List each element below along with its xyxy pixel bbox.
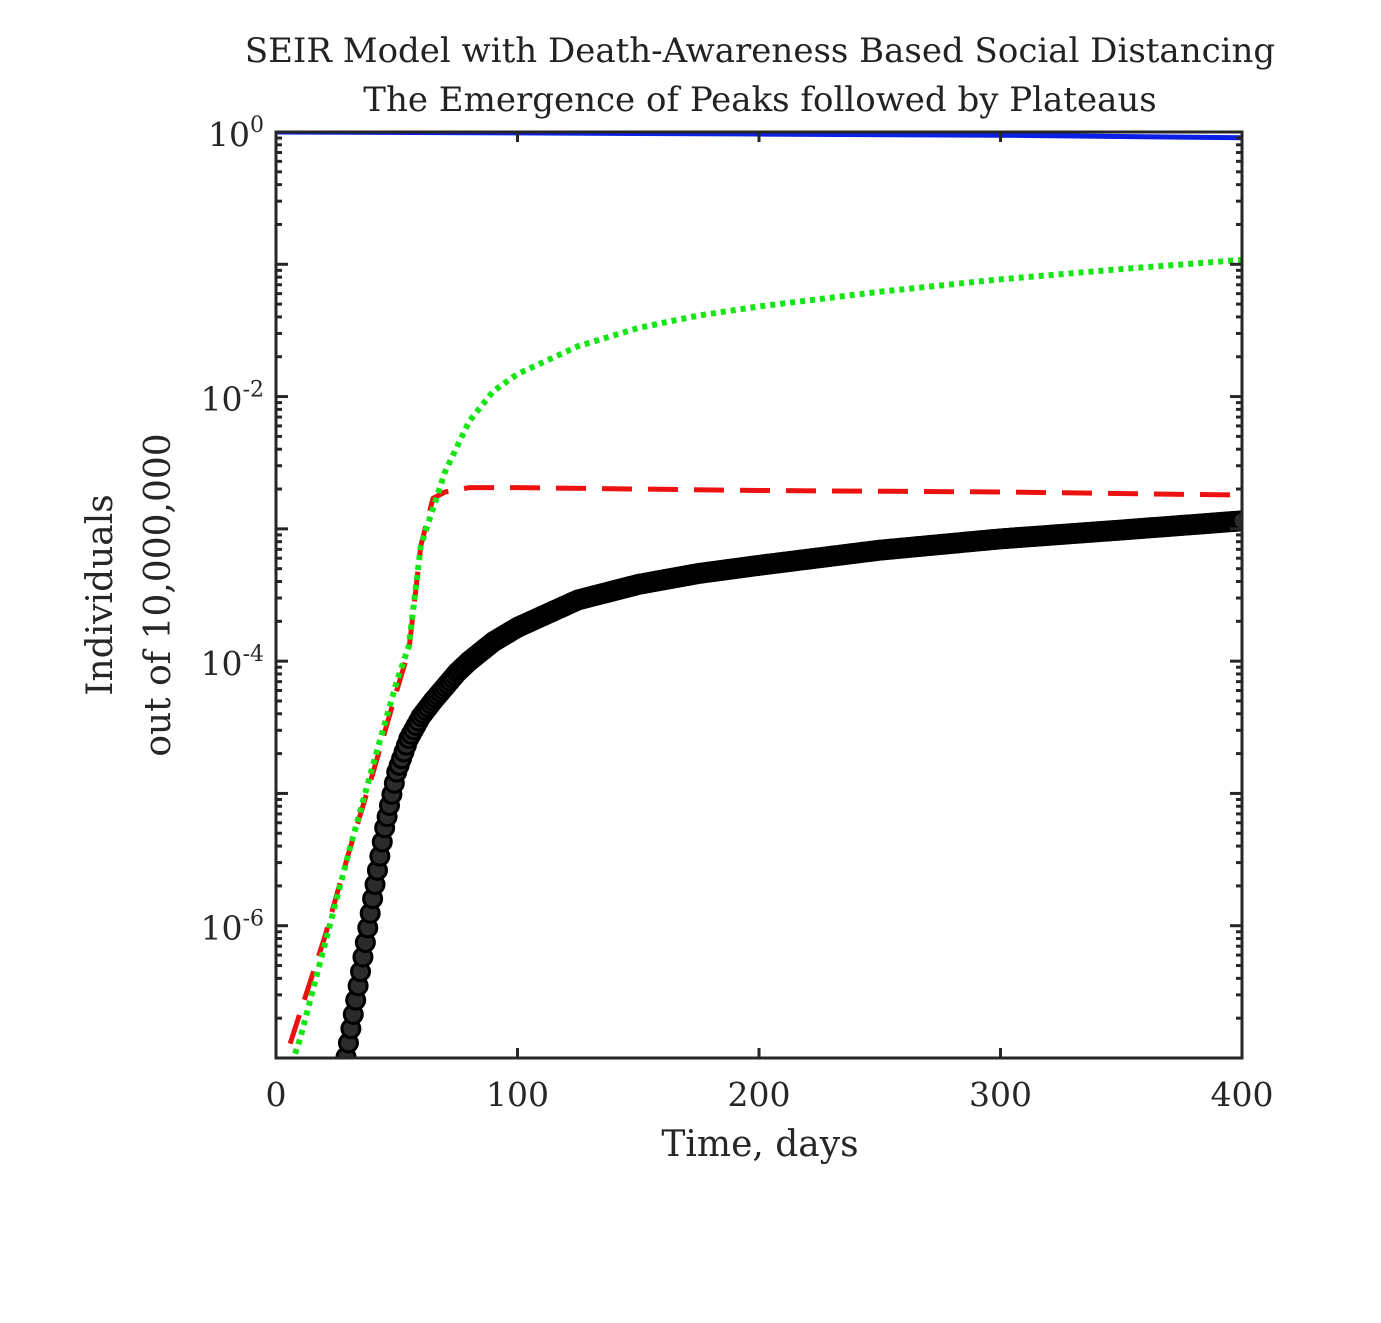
x-tick-label: 200 — [728, 1075, 791, 1114]
y-axis-label-line-2: out of 10,000,000 — [138, 433, 179, 756]
y-tick-base: 10 — [201, 644, 243, 683]
series-layer — [276, 132, 1242, 1080]
plot-frame — [274, 130, 1244, 1060]
chart-title: SEIR Model with Death-Awareness Based So… — [245, 31, 1275, 71]
y-tick-label: 100 — [208, 113, 264, 154]
y-tick-exponent: -2 — [243, 378, 264, 403]
x-axis-label: Time, days — [661, 1124, 858, 1165]
x-tick-label: 400 — [1211, 1075, 1274, 1114]
y-tick-label: 10-4 — [201, 642, 264, 683]
series-3-marker — [335, 1062, 353, 1080]
series-3-marker — [1231, 510, 1242, 532]
plot-area — [276, 132, 1242, 1058]
x-tick-label: 300 — [969, 1075, 1032, 1114]
y-tick-base: 10 — [208, 115, 250, 154]
y-tick-label: 10-2 — [201, 378, 264, 419]
series-3-markers — [335, 510, 1242, 1080]
y-tick-base: 10 — [201, 380, 243, 419]
x-tick-label: 100 — [486, 1075, 549, 1114]
y-tick-label: 10-6 — [201, 907, 264, 948]
y-tick-exponent: 0 — [250, 113, 264, 138]
y-axis-label-line-1: Individuals — [80, 494, 121, 696]
x-tick-label: 0 — [266, 1075, 287, 1114]
y-tick-exponent: -4 — [243, 642, 264, 667]
y-tick-base: 10 — [201, 909, 243, 948]
series-2-line — [290, 256, 1242, 1058]
chart-subtitle: The Emergence of Peaks followed by Plate… — [363, 80, 1156, 120]
y-tick-exponent: -6 — [243, 907, 264, 932]
